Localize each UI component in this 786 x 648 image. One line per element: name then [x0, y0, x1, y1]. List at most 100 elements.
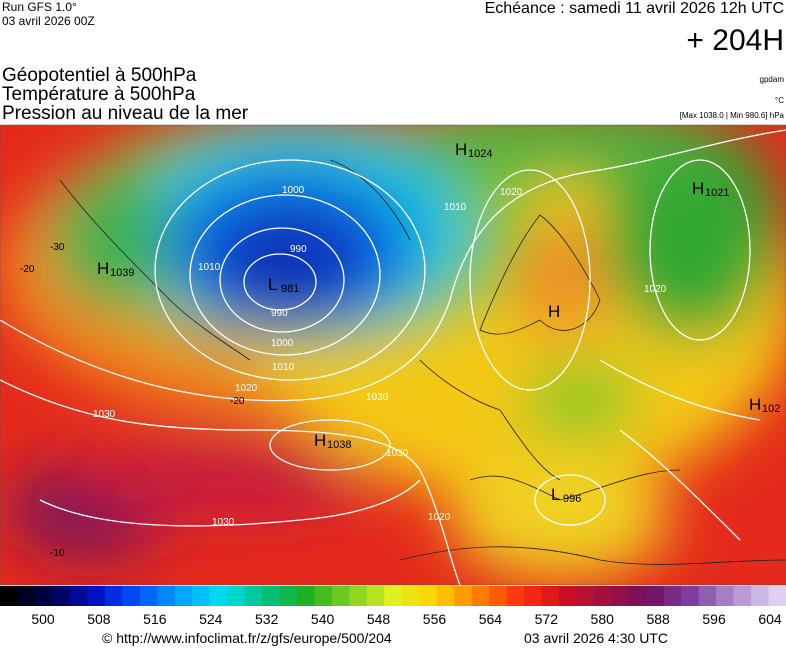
- center-letter: L: [551, 485, 560, 504]
- temperature-label: -30: [50, 242, 65, 253]
- colorbar-label: 532: [255, 611, 279, 627]
- colorbar-label: 548: [367, 611, 391, 627]
- unit: [Max 1038.0 | Min 980.6] hPa: [680, 111, 785, 120]
- colorbar-swatch: [524, 586, 542, 606]
- isobar-label: 1020: [500, 187, 523, 198]
- center-letter: H: [97, 259, 109, 278]
- source: © http://www.infoclimat.fr/z/gfs/europe/…: [102, 630, 392, 646]
- colorbar-swatch: [384, 586, 403, 606]
- colorbar: 500 508 516 524 532 540 548 556 564 572 580 588 596 6…: [0, 586, 786, 627]
- colorbar-swatch: [558, 586, 577, 606]
- colorbar-swatch: [698, 586, 717, 606]
- colorbar-swatch: [0, 586, 18, 606]
- colorbar-label: 596: [702, 611, 726, 627]
- lead-time: + 204H: [686, 24, 784, 57]
- isobar-label: 1000: [282, 185, 305, 196]
- isobar-label: 1010: [198, 262, 221, 273]
- colorbar-swatch: [593, 586, 612, 606]
- center-letter: H: [749, 395, 761, 414]
- colorbar-swatch: [279, 586, 298, 606]
- colorbar-swatch: [69, 586, 88, 606]
- colorbar-swatch: [401, 586, 420, 606]
- colorbar-swatch: [104, 586, 123, 606]
- colorbar-swatch: [751, 586, 770, 606]
- temperature-label: -10: [50, 548, 65, 559]
- colorbar-label: 588: [646, 611, 670, 627]
- isobar-label: 1010: [444, 202, 467, 213]
- colorbar-label: 572: [535, 611, 559, 627]
- colorbar-label: 500: [31, 611, 55, 627]
- center-value: 1039: [110, 267, 134, 279]
- isobar-label: 1020: [644, 284, 667, 295]
- colorbar-swatch: [87, 586, 106, 606]
- colorbar-label: 564: [479, 611, 503, 627]
- colorbar-swatch: [419, 586, 438, 606]
- colorbar-swatch: [157, 586, 176, 606]
- center-value: 1038: [327, 439, 351, 451]
- colorbar-swatch: [174, 586, 193, 606]
- colorbar-swatch: [489, 586, 508, 606]
- center-value: 996: [563, 493, 581, 505]
- colorbar-label: 508: [87, 611, 111, 627]
- colorbar-swatch: [52, 586, 71, 606]
- colorbar-swatch: [471, 586, 490, 606]
- issued: 03 avril 2026 4:30 UTC: [524, 630, 668, 646]
- colorbar-swatch: [454, 586, 473, 606]
- colorbar-swatch: [733, 586, 752, 606]
- colorbar-swatch: [576, 586, 595, 606]
- colorbar-swatch: [541, 586, 560, 606]
- colorbar-label: 556: [423, 611, 447, 627]
- isobar-label: 990: [290, 244, 307, 255]
- colorbar-swatch: [628, 586, 647, 606]
- center-value: 981: [281, 283, 299, 295]
- colorbar-swatch: [681, 586, 700, 606]
- colorbar-label: 604: [758, 611, 782, 627]
- colorbar-swatch: [506, 586, 525, 606]
- colorbar-swatch: [663, 586, 682, 606]
- field: Température à 500hPa: [2, 84, 196, 105]
- colorbar-swatch: [349, 586, 368, 606]
- colorbar-swatch: [139, 586, 158, 606]
- colorbar-swatch: [209, 586, 228, 606]
- colorbar-swatch: [366, 586, 385, 606]
- colorbar-swatch: [716, 586, 735, 606]
- colorbar-swatch: [244, 586, 263, 606]
- run-date: 03 avril 2026 00Z: [2, 14, 95, 28]
- center-letter: H: [692, 179, 704, 198]
- colorbar-label: 524: [199, 611, 223, 627]
- isobar-label: 1020: [235, 383, 258, 394]
- center-letter: H: [314, 431, 326, 450]
- center-value: 1021: [705, 187, 729, 199]
- isobar-label: 1020: [428, 512, 451, 523]
- colorbar-swatch: [611, 586, 630, 606]
- colorbar-label: 540: [311, 611, 335, 627]
- map-frame: [0, 124, 786, 586]
- colorbar-swatch: [436, 586, 455, 606]
- colorbar-swatch: [331, 586, 350, 606]
- isobar-label: 1030: [212, 517, 235, 528]
- colorbar-swatch: [192, 586, 211, 606]
- colorbar-swatch: [314, 586, 333, 606]
- center-letter: L: [268, 275, 277, 294]
- field: Pression au niveau de la mer: [2, 103, 249, 124]
- run: Run GFS 1.0°: [2, 0, 77, 14]
- colorbar-swatch: [296, 586, 315, 606]
- field: Géopotentiel à 500hPa: [2, 65, 197, 86]
- isobar-label: 990: [271, 308, 288, 319]
- isobar-label: 1030: [93, 409, 116, 420]
- colorbar-swatch: [646, 586, 665, 606]
- unit: gpdam: [760, 75, 785, 84]
- center-letter: H: [548, 302, 560, 321]
- colorbar-swatch: [17, 586, 36, 606]
- colorbar-swatch: [768, 586, 786, 606]
- colorbar-swatch: [34, 586, 53, 606]
- unit: °C: [775, 96, 784, 105]
- temperature-label: -20: [230, 396, 245, 407]
- colorbar-swatch: [262, 586, 280, 606]
- forecast: Echéance : samedi 11 avril 2026 12h UTC: [485, 0, 784, 17]
- map: 990 990 1000 1000 1010 1010 1020 1020 10…: [0, 125, 786, 585]
- center-letter: H: [455, 140, 467, 159]
- isobar-label: 1030: [366, 392, 389, 403]
- isobar-label: 1010: [272, 362, 295, 373]
